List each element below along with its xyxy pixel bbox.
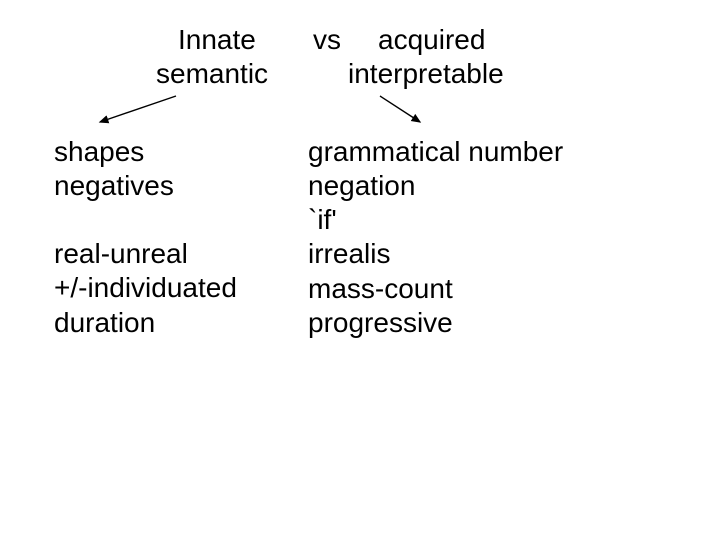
header-acquired: acquired <box>378 24 485 56</box>
right-column: grammatical number negation `if' irreali… <box>308 135 563 340</box>
left-item-duration: duration <box>54 306 237 340</box>
arrows-svg <box>0 90 720 135</box>
header-semantic: semantic <box>156 58 268 90</box>
left-column: shapes negatives real-unreal +/-individu… <box>54 135 237 340</box>
arrows-layer <box>0 90 720 140</box>
left-item-blank <box>54 203 237 237</box>
header-vs: vs <box>313 24 341 56</box>
right-item-if: `if' <box>308 203 563 237</box>
arrow-right-icon <box>380 96 420 122</box>
header-innate: Innate <box>178 24 256 56</box>
header-interpretable: interpretable <box>348 58 504 90</box>
left-item-negatives: negatives <box>54 169 237 203</box>
right-item-progressive: progressive <box>308 306 563 340</box>
arrow-left-icon <box>100 96 176 122</box>
left-item-real-unreal: real-unreal <box>54 237 237 271</box>
right-item-negation: negation <box>308 169 563 203</box>
diagram-container: Innate vs acquired semantic interpretabl… <box>0 0 720 540</box>
left-item-shapes: shapes <box>54 135 237 169</box>
left-item-individuated: +/-individuated <box>54 271 237 305</box>
right-item-mass-count: mass-count <box>308 272 563 306</box>
right-item-grammatical-number: grammatical number <box>308 135 563 169</box>
right-item-irrealis: irrealis <box>308 237 563 271</box>
